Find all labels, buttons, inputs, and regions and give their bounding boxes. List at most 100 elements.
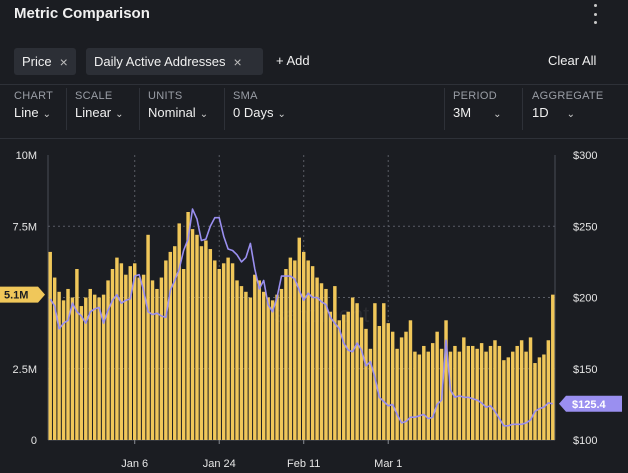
bar: [350, 297, 355, 440]
add-metric-button[interactable]: + Add: [276, 53, 310, 68]
right-value-badge: [559, 395, 622, 412]
chevron-down-icon: ⌄: [42, 109, 51, 120]
chip-price[interactable]: Price ×: [14, 48, 76, 75]
bar: [368, 348, 373, 440]
bar: [342, 314, 346, 440]
bar: [244, 291, 248, 440]
chevron-down-icon: ⌄: [493, 109, 502, 120]
bar: [355, 303, 359, 440]
bar: [150, 280, 155, 440]
y-right-tick-label: $200: [573, 293, 597, 305]
bar: [453, 345, 457, 440]
x-tick-label: Feb 11: [287, 458, 320, 470]
bar: [430, 343, 435, 440]
divider: [0, 84, 628, 85]
bar: [239, 286, 244, 440]
bar: [408, 320, 413, 440]
control-label: SCALE: [75, 90, 113, 102]
close-icon[interactable]: ×: [59, 53, 68, 70]
chevron-down-icon: ⌄: [277, 109, 286, 120]
bar: [319, 283, 324, 440]
bar: [257, 280, 261, 440]
bar: [61, 300, 66, 440]
control-value: Nominal: [148, 105, 196, 120]
bar: [101, 294, 106, 440]
bar: [141, 274, 146, 440]
y-left-tick-label: 0: [31, 435, 37, 447]
bar: [164, 260, 168, 440]
bar: [493, 340, 497, 440]
sma-select[interactable]: SMA 0 Days ⌄: [233, 90, 286, 130]
bar: [426, 351, 430, 440]
clear-all-button[interactable]: Clear All: [548, 53, 597, 68]
divider: [224, 88, 225, 130]
units-select[interactable]: UNITS Nominal ⌄: [148, 90, 208, 130]
bar: [84, 297, 88, 440]
bar: [333, 286, 337, 440]
chip-daily-active-addresses[interactable]: Daily Active Addresses ×: [86, 48, 263, 75]
chevron-down-icon: ⌄: [566, 109, 576, 120]
bar: [435, 331, 439, 440]
bar: [119, 263, 124, 440]
bar: [506, 357, 511, 440]
x-tick-label: Mar 1: [374, 458, 402, 470]
bar: [284, 269, 288, 440]
bar: [146, 234, 150, 440]
y-left-tick-label: 7.5M: [13, 221, 37, 233]
bar: [217, 269, 221, 440]
bar: [488, 345, 493, 440]
bar: [190, 229, 195, 440]
close-icon[interactable]: ×: [233, 53, 242, 70]
price-line: [49, 208, 553, 427]
period-select[interactable]: PERIOD 3M ⌄: [453, 90, 501, 130]
bar: [551, 294, 555, 440]
control-label: AGGREGATE: [532, 90, 604, 102]
bar: [475, 348, 479, 440]
control-value: 0 Days: [233, 105, 274, 120]
bar: [48, 251, 52, 440]
bar: [173, 246, 177, 440]
chip-label: Price: [22, 54, 52, 69]
bar: [230, 263, 235, 440]
bar: [462, 337, 466, 440]
bar: [479, 343, 484, 440]
bar: [528, 337, 533, 440]
bar: [66, 288, 70, 440]
bar: [390, 331, 395, 440]
bar: [128, 266, 132, 440]
bar: [221, 263, 226, 440]
bar: [208, 249, 213, 440]
bar: [533, 363, 537, 440]
bar: [310, 266, 315, 440]
bar: [413, 351, 417, 440]
y-left-tick-label: 2.5M: [13, 364, 37, 376]
bar: [417, 354, 422, 440]
bar: [266, 297, 270, 440]
bar: [195, 234, 199, 440]
bar: [484, 351, 488, 440]
chart-type-select[interactable]: CHART Line ⌄: [14, 90, 53, 130]
bar: [235, 280, 239, 440]
divider: [522, 88, 523, 130]
bar: [399, 337, 404, 440]
bar: [497, 345, 502, 440]
bar: [337, 320, 342, 440]
page-title: Metric Comparison: [14, 5, 150, 22]
control-value: Line: [14, 105, 39, 120]
bar: [106, 280, 110, 440]
bar: [133, 263, 137, 440]
bar: [204, 240, 208, 440]
bar: [328, 311, 333, 440]
aggregate-select[interactable]: AGGREGATE 1D ⌄: [532, 90, 604, 130]
bar: [186, 212, 190, 440]
bar: [52, 277, 57, 440]
title-bar: Metric Comparison: [0, 0, 628, 34]
control-label: PERIOD: [453, 90, 497, 102]
more-options-icon[interactable]: [588, 4, 602, 24]
bar: [515, 345, 519, 440]
bar: [306, 260, 310, 440]
bar: [537, 357, 542, 440]
divider: [0, 138, 628, 139]
scale-select[interactable]: SCALE Linear ⌄: [75, 90, 124, 130]
